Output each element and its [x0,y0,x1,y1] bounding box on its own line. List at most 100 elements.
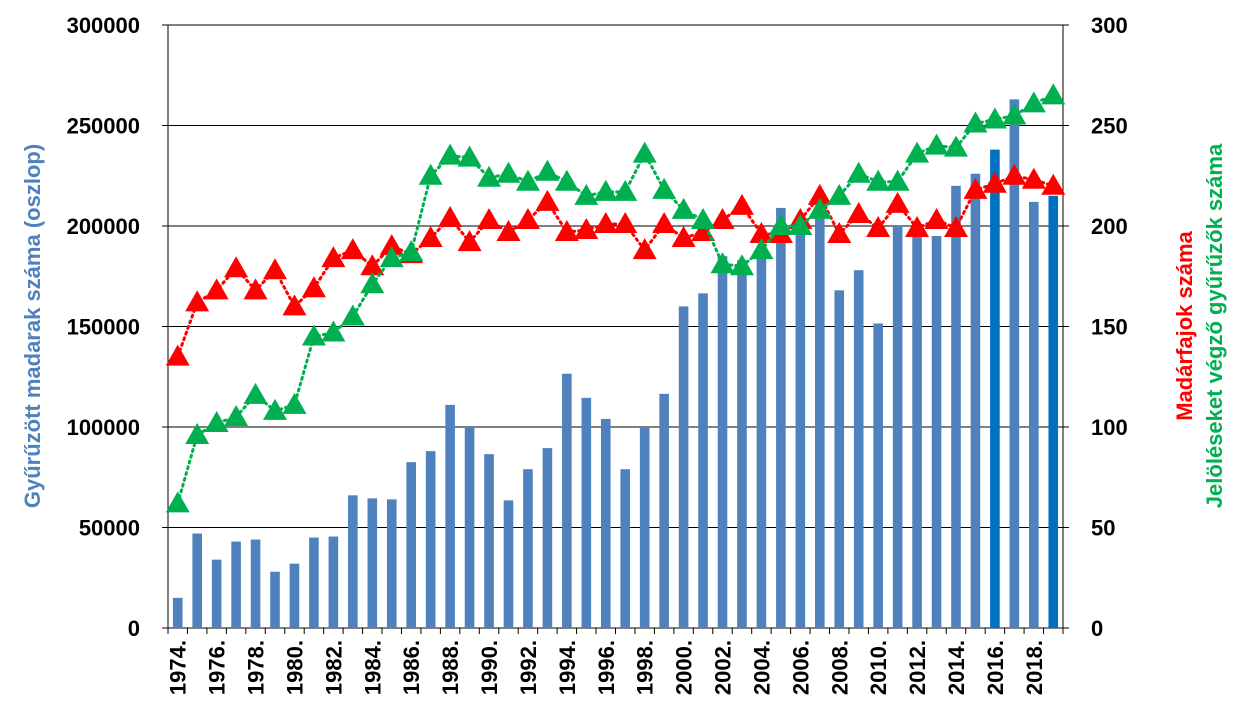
x-tick-label: 2002. [711,640,736,695]
y-tick-label: 0 [128,616,140,641]
x-tick-label: 1974. [166,640,191,695]
bar [425,451,436,628]
x-tick-label: 1996. [594,640,619,695]
triangle-marker [224,256,249,278]
triangle-marker [943,216,968,238]
bar [853,270,864,628]
triangle-marker [632,141,657,163]
triangle-marker [185,290,210,312]
triangle-marker [1002,163,1027,185]
bar [814,215,825,628]
triangle-marker [982,171,1007,193]
triangle-marker [204,410,229,432]
bar [562,373,572,628]
y2-tick-label: 100 [1091,415,1128,440]
y2-tick-label: 300 [1091,13,1128,38]
bar [445,404,455,628]
triangle-marker [535,189,560,211]
bar [776,207,786,628]
bar [231,541,241,628]
x-tick-label: 2016. [983,640,1008,695]
triangle-marker [243,382,268,404]
bar [270,571,280,628]
triangle-marker [613,211,638,233]
x-tick-label: 1992. [516,640,541,695]
bar [990,149,1000,628]
triangle-marker [807,183,832,205]
bar [406,462,417,628]
bar [328,536,339,628]
triangle-marker [710,252,735,274]
triangle-marker [282,294,307,316]
triangle-marker [574,183,599,205]
y-tick-label: 50000 [79,516,140,541]
bar [523,469,533,628]
bar [620,469,631,628]
triangle-marker [379,246,404,268]
triangle-marker [1002,103,1027,125]
bar [1048,195,1059,628]
bar [484,454,494,628]
bar [912,234,922,629]
triangle-marker [632,238,657,260]
triangle-marker [671,226,696,248]
x-tick-label: 1984. [360,640,385,695]
triangle-marker [613,179,638,201]
triangle-marker [399,240,424,262]
x-tick-label: 1990. [477,640,502,695]
x-tick-label: 2014. [944,640,969,695]
triangle-marker [438,143,463,165]
x-tick-label: 1994. [555,640,580,695]
triangle-marker [477,165,502,187]
bar [581,397,592,628]
x-tick-label: 1980. [282,640,307,695]
bar [464,427,475,628]
y-tick-label: 250000 [67,114,140,139]
triangle-marker [263,398,288,420]
bar [892,226,903,628]
x-tick-label: 2008. [827,640,852,695]
triangle-marker [1021,167,1046,189]
triangle-marker [710,207,735,229]
triangle-marker [807,197,832,219]
bar [931,236,942,629]
triangle-marker [652,177,677,199]
bar [639,427,650,628]
triangle-marker [885,191,910,213]
y-axis-label: Gyűrűzött madarak száma (oszlop) [20,144,45,508]
triangle-marker [515,207,540,229]
triangle-marker [554,169,579,191]
bar [951,185,961,629]
triangle-marker [788,214,813,235]
triangle-marker [729,254,754,276]
triangle-marker [360,254,385,276]
bar [1029,201,1039,628]
triangle-marker [321,246,346,268]
x-tick-label: 1998. [633,640,658,695]
bar [659,393,669,628]
triangle-marker [438,205,463,227]
triangle-marker [846,201,871,223]
x-tick-label: 1988. [438,640,463,695]
triangle-marker [749,222,774,244]
triangle-marker [1041,173,1066,195]
y-tick-label: 100000 [67,415,140,440]
triangle-marker [477,207,502,229]
x-tick-label: 2018. [1022,640,1047,695]
y2-tick-label: 0 [1091,616,1103,641]
triangle-marker [729,193,754,215]
bar [600,418,611,628]
x-tick-label: 1976. [205,640,230,695]
triangle-marker [982,107,1007,129]
triangle-marker [866,216,891,238]
triangle-marker [671,197,696,219]
bar [250,539,261,628]
x-tick-label: 2006. [788,640,813,695]
y2-tick-label: 200 [1091,214,1128,239]
triangle-marker [963,111,988,133]
triangle-marker [652,211,677,233]
triangle-marker [768,214,793,235]
triangle-marker [535,159,560,181]
bar [192,533,202,628]
bar [756,250,767,628]
